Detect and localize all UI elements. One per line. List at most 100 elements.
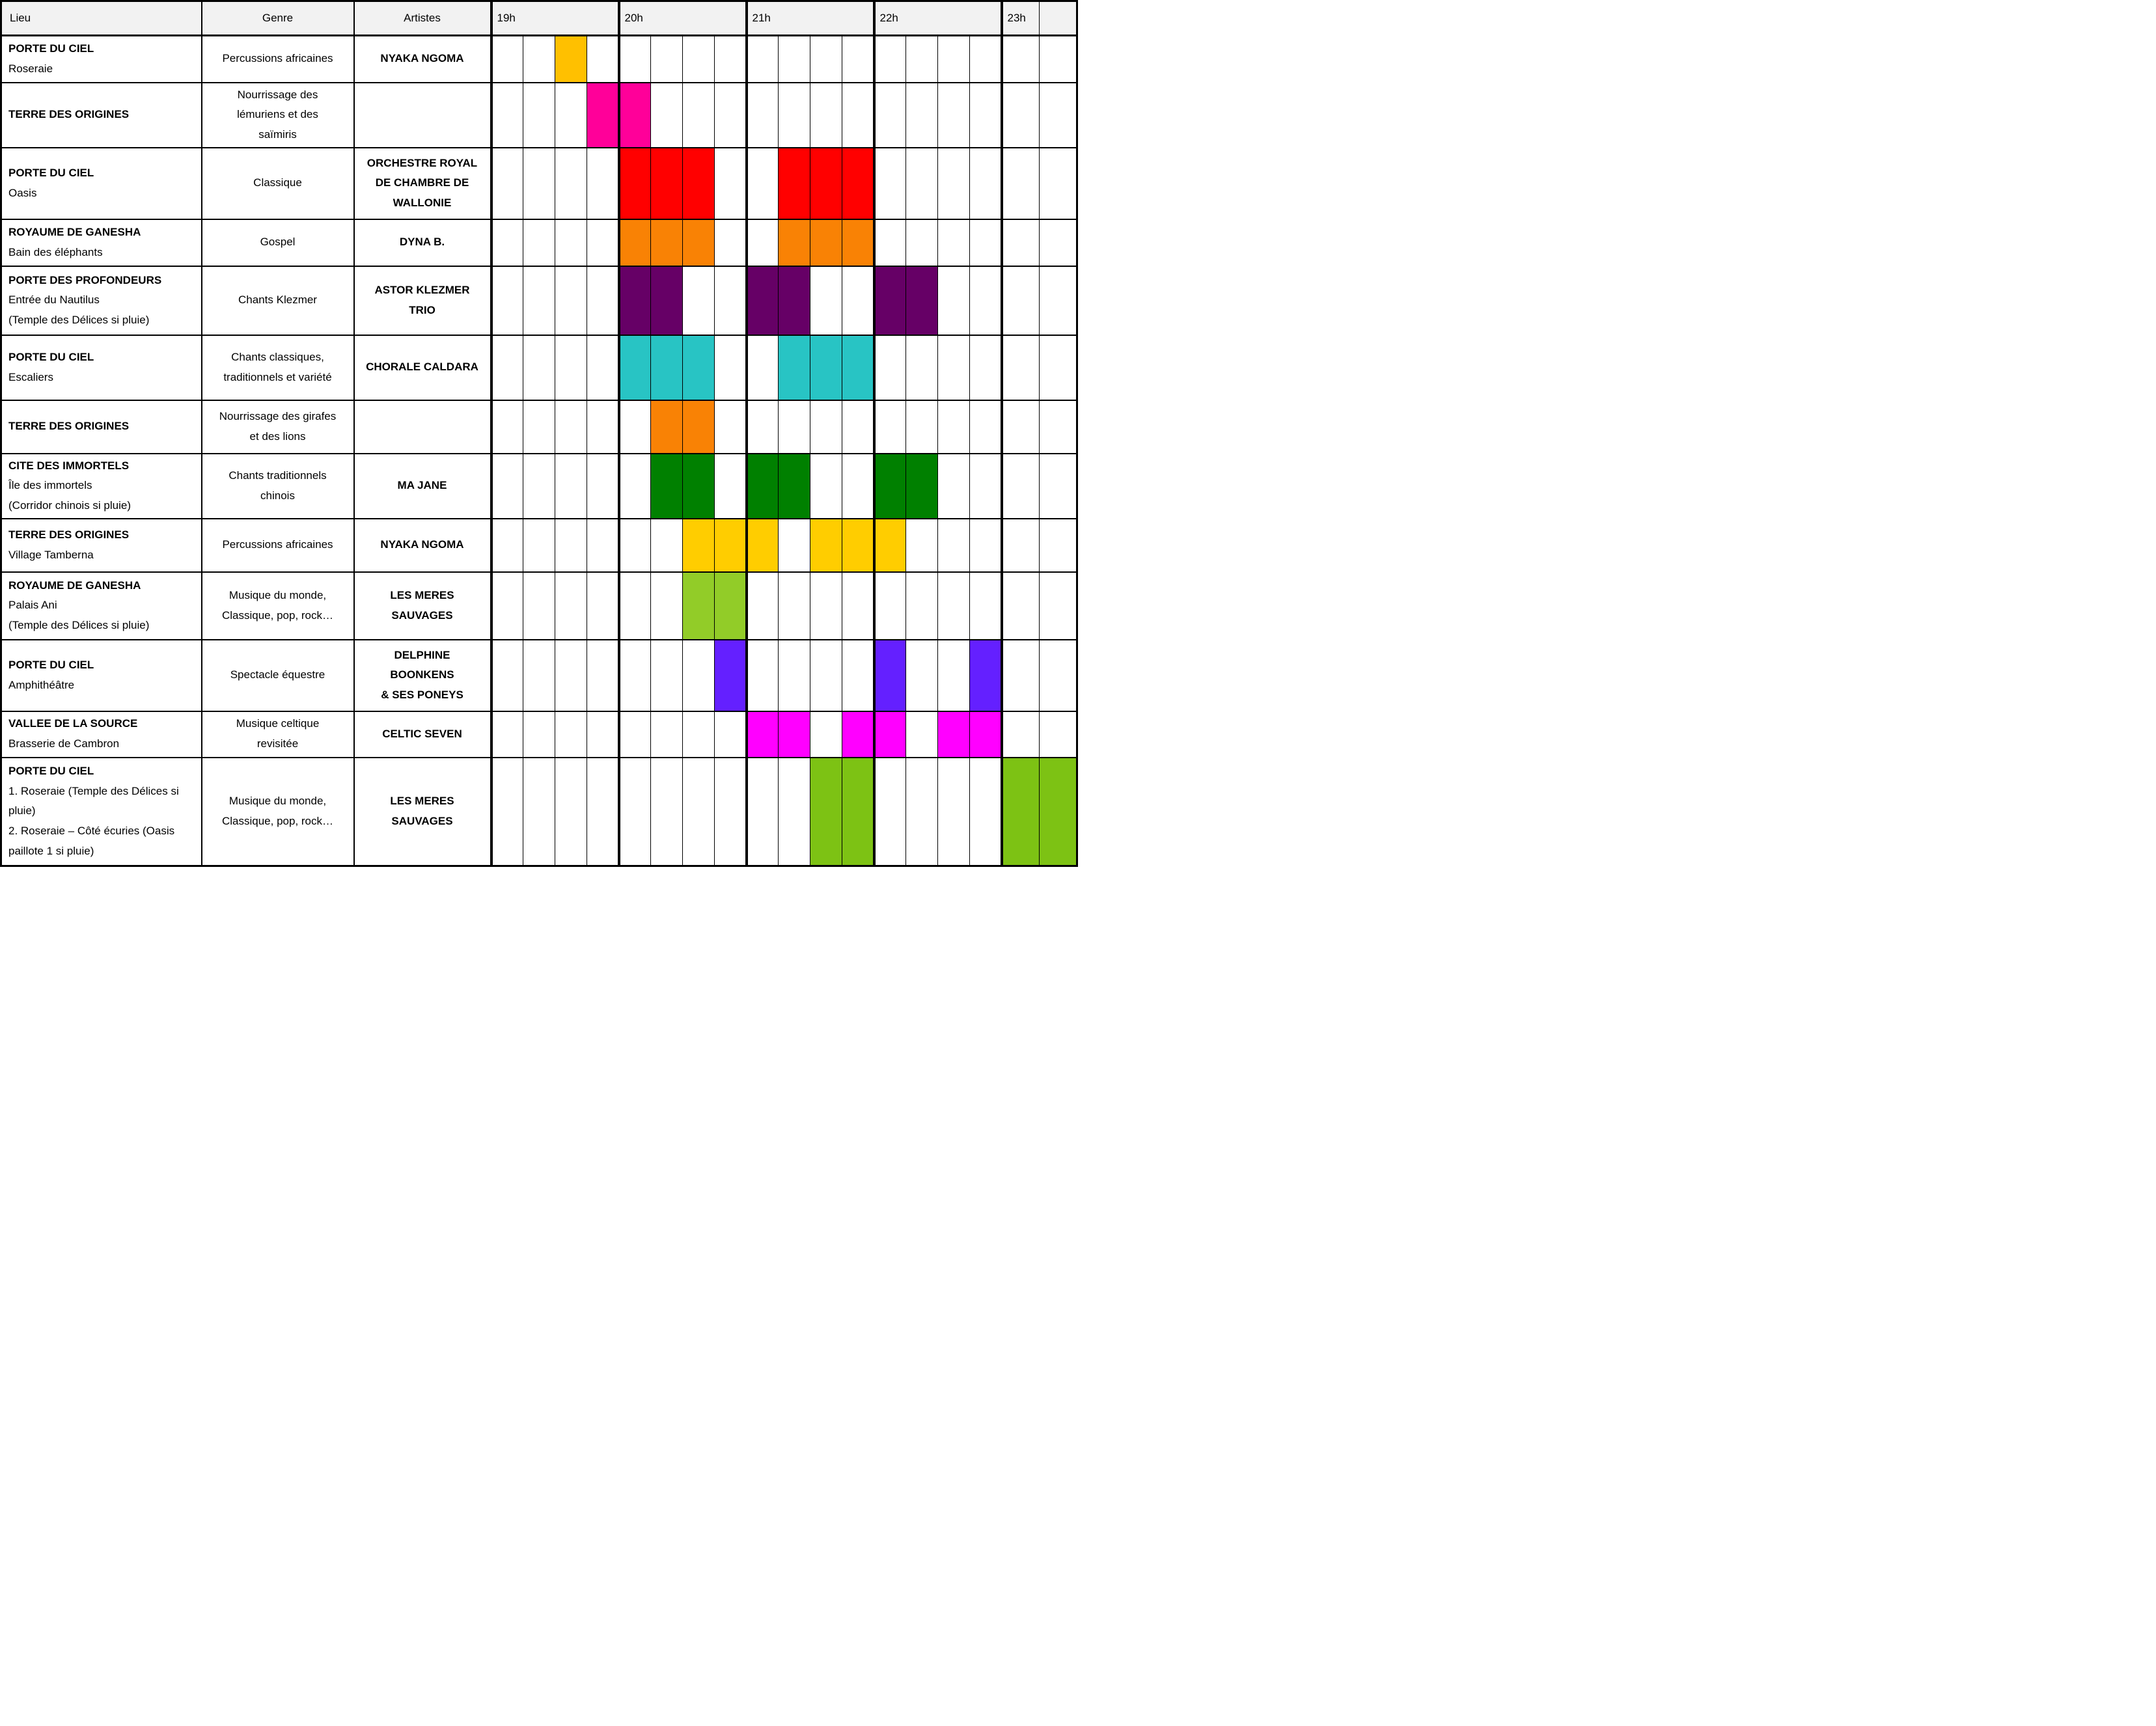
time-slot — [905, 571, 938, 640]
schedule-row: PORTE DU CIEL Roseraie Percussions africai… — [1, 34, 1077, 83]
time-slot — [490, 756, 523, 866]
event-block — [682, 218, 715, 266]
venue-detail: 2. Roseraie – Côté écuries (Oasis paillo… — [8, 825, 175, 857]
venue-cell: PORTE DU CIEL Oasis — [1, 146, 202, 219]
time-slot — [1039, 638, 1077, 711]
time-slot — [778, 638, 810, 711]
venue-cell: PORTE DU CIEL 1. Roseraie (Temple des Dél… — [1, 756, 202, 866]
genre-cell: Percussions africaines — [200, 517, 354, 572]
header-hour-23h: 23h — [1000, 1, 1040, 36]
time-slot — [937, 218, 970, 266]
time-slot — [969, 265, 1002, 335]
event-block — [842, 218, 874, 266]
time-slot — [745, 81, 779, 148]
time-slot — [523, 452, 555, 519]
event-block — [714, 571, 747, 640]
event-block — [682, 571, 715, 640]
time-slot — [1000, 452, 1040, 519]
artist-cell: NYAKA NGOMA — [353, 34, 491, 83]
time-slot — [1039, 399, 1077, 454]
time-slot — [905, 710, 938, 758]
venue-cell: CITE DES IMMORTELS Île des immortels (Corr… — [1, 452, 202, 519]
time-slot — [555, 265, 587, 335]
artist-cell: CELTIC SEVEN — [353, 710, 491, 758]
artist-cell: ASTOR KLEZMER TRIO — [353, 265, 491, 335]
time-slot — [523, 756, 555, 866]
venue-name: TERRE DES ORIGINES — [8, 420, 130, 433]
time-slot — [587, 146, 619, 219]
venue-detail: Bain des éléphants — [8, 245, 103, 258]
venue-detail: Île des immortels — [8, 479, 92, 492]
time-slot — [1039, 571, 1077, 640]
time-slot — [778, 399, 810, 454]
time-slot — [969, 81, 1002, 148]
time-slot — [969, 756, 1002, 866]
venue-name: ROYAUME DE GANESHA — [8, 225, 141, 238]
event-block — [778, 218, 810, 266]
time-slot — [778, 571, 810, 640]
time-slot — [523, 571, 555, 640]
time-slot — [490, 638, 523, 711]
time-slot — [682, 81, 715, 148]
time-slot — [617, 571, 651, 640]
time-slot — [842, 81, 874, 148]
venue-cell: TERRE DES ORIGINES — [1, 81, 202, 148]
time-slot — [714, 334, 747, 400]
time-slot — [1039, 34, 1077, 83]
time-slot — [937, 452, 970, 519]
time-slot — [1000, 265, 1040, 335]
time-slot — [1039, 146, 1077, 219]
time-slot — [745, 756, 779, 866]
time-slot — [587, 334, 619, 400]
schedule-row: PORTE DU CIEL Amphithéâtre Spectacle éques… — [1, 638, 1077, 711]
schedule-row: VALLEE DE LA SOURCE Brasserie de Cambron M… — [1, 710, 1077, 758]
venue-name: PORTE DU CIEL — [8, 166, 94, 179]
venue-cell: TERRE DES ORIGINES Village Tamberna — [1, 517, 202, 572]
time-slot — [872, 81, 906, 148]
artist-cell: LES MERES SAUVAGES — [353, 571, 491, 640]
genre-cell: Chants Klezmer — [200, 265, 354, 335]
time-slot — [1039, 452, 1077, 519]
time-slot — [745, 399, 779, 454]
time-slot — [842, 452, 874, 519]
time-slot — [1039, 334, 1077, 400]
event-block — [937, 710, 970, 758]
time-slot — [650, 517, 683, 572]
time-slot — [490, 34, 523, 83]
time-slot — [555, 334, 587, 400]
time-slot — [555, 81, 587, 148]
time-slot — [682, 756, 715, 866]
event-block — [810, 146, 842, 219]
venue-detail: Brasserie de Cambron — [8, 737, 120, 750]
genre-cell: Spectacle équestre — [200, 638, 354, 711]
event-block — [872, 265, 906, 335]
header-hour-21h: 21h — [745, 1, 874, 36]
venue-detail: 1. Roseraie (Temple des Délices si pluie… — [8, 784, 179, 817]
time-slot — [714, 756, 747, 866]
genre-cell: Gospel — [200, 218, 354, 266]
event-block — [617, 334, 651, 400]
time-slot — [555, 399, 587, 454]
time-slot — [490, 452, 523, 519]
time-slot — [810, 452, 842, 519]
event-block — [714, 638, 747, 711]
time-slot — [617, 517, 651, 572]
time-slot — [650, 638, 683, 711]
event-block — [842, 334, 874, 400]
event-block — [682, 146, 715, 219]
time-slot — [523, 517, 555, 572]
genre-cell: Percussions africaines — [200, 34, 354, 83]
time-slot — [490, 399, 523, 454]
event-block — [810, 218, 842, 266]
event-block — [682, 452, 715, 519]
time-slot — [778, 517, 810, 572]
event-block — [555, 34, 587, 83]
event-block — [905, 452, 938, 519]
time-slot — [810, 34, 842, 83]
time-slot — [1000, 710, 1040, 758]
time-slot — [937, 399, 970, 454]
time-slot — [969, 146, 1002, 219]
event-block — [650, 146, 683, 219]
time-slot — [969, 517, 1002, 572]
artist-cell — [353, 399, 491, 454]
